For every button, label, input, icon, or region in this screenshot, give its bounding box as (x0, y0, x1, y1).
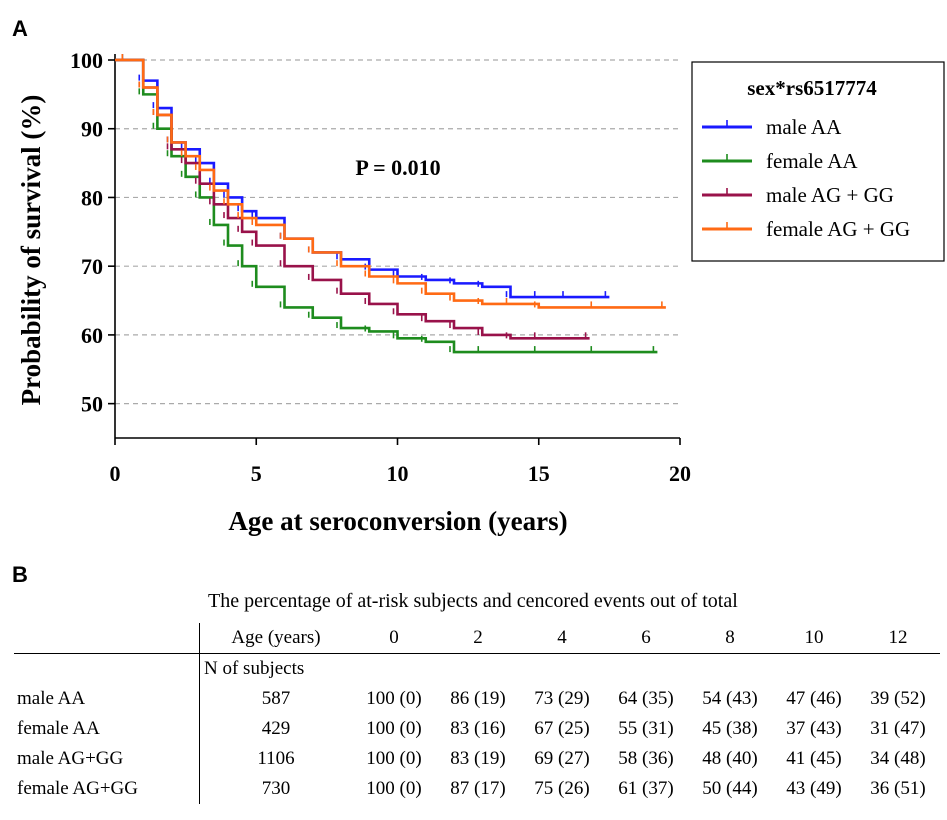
table-cell: 31 (47) (870, 718, 926, 739)
y-axis-label: Probability of survival (%) (16, 95, 46, 406)
row-label: female AG+GG (14, 774, 200, 804)
table-cell: 58 (36) (618, 748, 674, 769)
x-tick-label: 0 (110, 461, 121, 486)
legend-label: female AG + GG (766, 217, 910, 241)
y-tick-label: 100 (70, 48, 103, 73)
table-cell: 37 (43) (786, 718, 842, 739)
table-cell: 83 (19) (450, 748, 506, 769)
n-subjects-row: N of subjects (14, 653, 940, 684)
table-cell: 67 (25) (534, 718, 590, 739)
risk-table-header-row: Age (years) 0 2 4 6 8 10 12 (14, 623, 940, 654)
x-tick-label: 10 (387, 461, 409, 486)
survival-chart: 50 60 70 80 90 100 0 5 10 15 20 P = 0.010 Probabil… (16, 48, 945, 536)
risk-table-title: The percentage of at-risk subjects and c… (208, 590, 738, 612)
series-line (115, 58, 666, 309)
table-cell: 73 (29) (534, 688, 590, 709)
row-n: 429 (261, 718, 291, 739)
table-cell: 36 (51) (870, 778, 926, 799)
y-tick-label: 90 (81, 117, 103, 142)
series-female-ag-gg (115, 54, 666, 309)
legend-label: male AG + GG (766, 183, 894, 207)
risk-table-corner (14, 623, 200, 654)
row-label: male AG+GG (14, 744, 200, 774)
age-col-2: 2 (436, 623, 520, 654)
risk-table: Age (years) 0 2 4 6 8 10 12 N of subject… (14, 623, 940, 804)
age-col-10: 10 (772, 623, 856, 654)
table-cell: 100 (0) (366, 778, 422, 799)
table-cell: 47 (46) (786, 688, 842, 709)
table-cell: 39 (52) (870, 688, 926, 709)
table-row: male AG+GG 1106 100 (0) 83 (19) 69 (27) … (14, 744, 940, 774)
panel-b-label: B (12, 562, 28, 587)
x-tick-label: 15 (528, 461, 550, 486)
x-tick-label: 5 (251, 461, 262, 486)
age-col-8: 8 (688, 623, 772, 654)
legend: sex*rs6517774 male AA female AA male AG + … (691, 61, 945, 262)
table-cell: 87 (17) (450, 778, 506, 799)
row-n: 1106 (257, 748, 295, 769)
age-col-4: 4 (520, 623, 604, 654)
table-cell: 61 (37) (618, 778, 674, 799)
y-tick-label: 50 (81, 392, 103, 417)
y-tick-label: 80 (81, 185, 103, 210)
table-cell: 86 (19) (450, 688, 506, 709)
table-cell: 34 (48) (870, 748, 926, 769)
age-col-6: 6 (604, 623, 688, 654)
row-n: 587 (261, 688, 291, 709)
table-cell: 55 (31) (618, 718, 674, 739)
age-col-12: 12 (856, 623, 940, 654)
row-label: female AA (14, 714, 200, 744)
table-row: male AA 587 100 (0) 86 (19) 73 (29) 64 (… (14, 684, 940, 714)
table-cell: 75 (26) (534, 778, 590, 799)
x-tick-label: 20 (669, 461, 691, 486)
table-cell: 54 (43) (702, 688, 758, 709)
legend-label: female AA (766, 149, 858, 173)
table-cell: 69 (27) (534, 748, 590, 769)
table-cell: 100 (0) (366, 688, 422, 709)
age-header: Age (years) (199, 623, 352, 654)
y-tick-label: 60 (81, 323, 103, 348)
axes: 50 60 70 80 90 100 0 5 10 15 20 (70, 48, 691, 486)
table-cell: 64 (35) (618, 688, 674, 709)
row-n: 730 (261, 778, 291, 799)
table-cell: 100 (0) (366, 748, 422, 769)
y-tick-label: 70 (81, 254, 103, 279)
p-value-annotation: P = 0.010 (355, 155, 440, 180)
table-row: female AA 429 100 (0) 83 (16) 67 (25) 55… (14, 714, 940, 744)
table-cell: 100 (0) (366, 718, 422, 739)
legend-label: male AA (766, 115, 842, 139)
table-cell: 43 (49) (786, 778, 842, 799)
table-cell: 48 (40) (702, 748, 758, 769)
table-cell: 83 (16) (450, 718, 506, 739)
age-col-0: 0 (352, 623, 436, 654)
table-cell: 50 (44) (702, 778, 758, 799)
table-cell: 45 (38) (702, 718, 758, 739)
series-male-ag-gg (115, 54, 590, 340)
n-subjects-header: N of subjects (204, 658, 305, 679)
table-cell: 41 (45) (786, 748, 842, 769)
series-lines (115, 54, 666, 354)
legend-title: sex*rs6517774 (747, 76, 877, 100)
panel-a-label: A (12, 16, 28, 41)
table-row: female AG+GG 730 100 (0) 87 (17) 75 (26)… (14, 774, 940, 804)
x-axis-label: Age at seroconversion (years) (228, 506, 567, 536)
row-label: male AA (14, 684, 200, 714)
